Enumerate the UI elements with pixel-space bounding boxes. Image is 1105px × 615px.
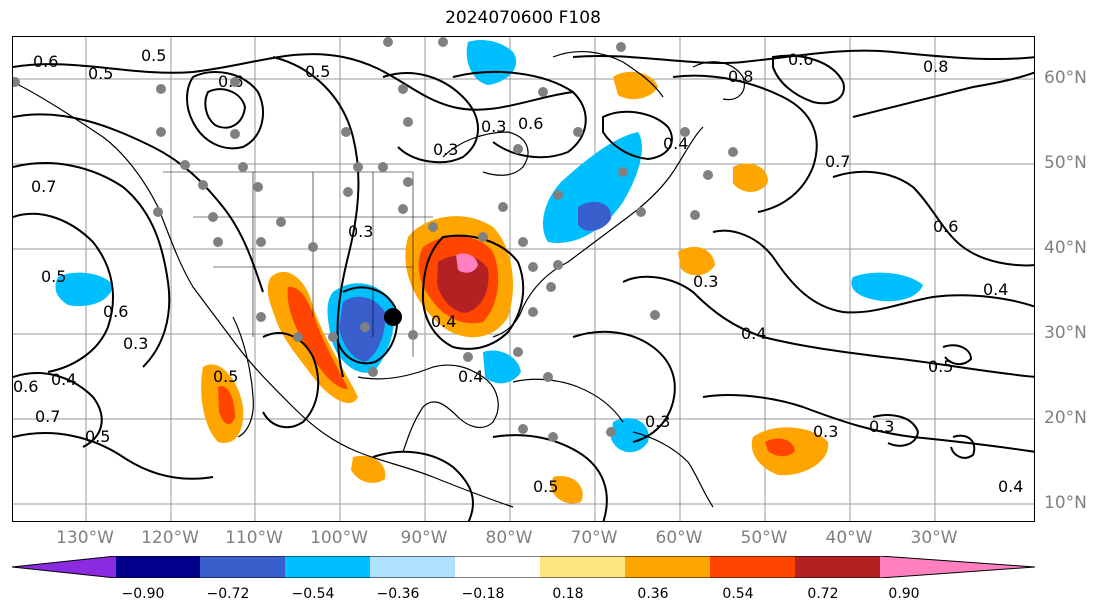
contour-label: 0.5 xyxy=(533,477,558,496)
lon-label: 50°W xyxy=(740,528,788,548)
colorbar-tick: 0.90 xyxy=(888,586,920,602)
colorbar-tick: 0.18 xyxy=(552,586,584,602)
colorbar-segment xyxy=(200,556,285,578)
positive-anomaly-mid-atlantic xyxy=(678,246,715,276)
contour-label: 0.5 xyxy=(41,267,66,286)
contour-label: 0.5 xyxy=(213,367,238,386)
positive-anomaly-newfoundland xyxy=(733,163,768,192)
contour-label: 0.4 xyxy=(663,134,688,153)
shading-layer xyxy=(55,40,923,504)
lat-label: 50°N xyxy=(1044,153,1087,173)
lat-label: 40°N xyxy=(1044,238,1087,258)
positive-anomaly-central-america xyxy=(351,455,386,483)
contour-label-layer: 0.6 0.5 0.5 0.6 0.8 0.6 0.8 0.5 0.7 0.3 … xyxy=(13,46,1023,496)
colorbar-segment xyxy=(710,556,795,578)
colorbar-tick: −0.54 xyxy=(291,586,335,602)
negative-anomaly-caribbean xyxy=(611,418,649,453)
lon-label: 80°W xyxy=(485,528,533,548)
contour-label: 0.3 xyxy=(813,422,838,441)
lon-label: 30°W xyxy=(910,528,958,548)
colorbar-segment xyxy=(116,556,200,578)
map-title: 2024070600 F108 xyxy=(445,8,601,28)
contour-label: 0.3 xyxy=(348,222,373,241)
negative-anomaly-pacific xyxy=(55,272,113,307)
contour-label: 0.3 xyxy=(123,334,148,353)
contour-label: 0.5 xyxy=(88,64,113,83)
contour-label: 0.8 xyxy=(923,57,948,76)
location-marker xyxy=(384,308,402,326)
positive-anomaly-peak xyxy=(456,253,478,273)
contour-label: 0.6 xyxy=(933,217,958,236)
lon-label: 110°W xyxy=(225,528,283,548)
contour-label: 0.8 xyxy=(728,67,753,86)
lon-label: 60°W xyxy=(655,528,703,548)
positive-anomaly-mexico-core xyxy=(287,286,348,389)
contour-label: 0.3 xyxy=(481,117,506,136)
positive-anomaly-south-caribbean xyxy=(551,476,583,504)
colorbar xyxy=(12,556,1035,578)
station-dots xyxy=(13,37,738,442)
colorbar-high-arrow xyxy=(880,556,1035,578)
positive-anomaly-baja-core xyxy=(218,386,235,425)
colorbar-tick: −0.72 xyxy=(206,586,250,602)
lon-label: 100°W xyxy=(310,528,368,548)
colorbar-low-arrow xyxy=(12,556,116,578)
colorbar-tick: 0.36 xyxy=(637,586,669,602)
negative-anomaly-gulf xyxy=(483,350,521,384)
contour-label: 0.5 xyxy=(305,62,330,81)
colorbar-tick: −0.36 xyxy=(376,586,420,602)
map-panel: 0.6 0.5 0.5 0.6 0.8 0.6 0.8 0.5 0.7 0.3 … xyxy=(12,36,1035,522)
contour-label: 0.7 xyxy=(31,177,56,196)
colorbar-segment xyxy=(455,556,540,578)
colorbar-tick: 0.72 xyxy=(807,586,839,602)
colorbar-segment xyxy=(285,556,370,578)
contour-label: 0.6 xyxy=(103,302,128,321)
lat-label: 60°N xyxy=(1044,68,1087,88)
contour-label: 0.3 xyxy=(433,140,458,159)
lat-label: 20°N xyxy=(1044,408,1087,428)
political-borders xyxy=(163,171,433,357)
contour-label: 0.7 xyxy=(825,152,850,171)
negative-anomaly-hudson xyxy=(466,40,517,85)
lat-label: 30°N xyxy=(1044,323,1087,343)
colorbar-segment xyxy=(370,556,455,578)
colorbar-segment xyxy=(625,556,710,578)
positive-anomaly-atlantic-core xyxy=(765,438,795,457)
contour-label: 0.4 xyxy=(431,312,456,331)
lat-label: 10°N xyxy=(1044,493,1087,513)
colorbar-tick: 0.54 xyxy=(722,586,754,602)
contour-label: 0.4 xyxy=(998,477,1023,496)
contour-label: 0.4 xyxy=(51,370,76,389)
contour-label: 0.6 xyxy=(788,50,813,69)
negative-anomaly-northeast xyxy=(542,132,643,243)
lon-label: 40°W xyxy=(825,528,873,548)
contour-label: 0.7 xyxy=(35,407,60,426)
contour-label: 0.5 xyxy=(928,357,953,376)
contour-label: 0.6 xyxy=(13,377,38,396)
lon-label: 120°W xyxy=(141,528,199,548)
contour-label: 0.5 xyxy=(85,427,110,446)
positive-anomaly-max xyxy=(437,255,489,313)
colorbar-segment xyxy=(540,556,625,578)
negative-anomaly-east-atlantic xyxy=(851,272,923,302)
map-canvas: 0.6 0.5 0.5 0.6 0.8 0.6 0.8 0.5 0.7 0.3 … xyxy=(13,37,1034,521)
contour-label: 0.5 xyxy=(141,46,166,65)
colorbar-tick: −0.18 xyxy=(461,586,505,602)
contour-label: 0.3 xyxy=(645,412,670,431)
colorbar-tick: −0.90 xyxy=(121,586,165,602)
contour-label: 0.3 xyxy=(693,272,718,291)
contour-label: 0.4 xyxy=(458,367,483,386)
contour-label: 0.4 xyxy=(741,324,766,343)
negative-anomaly-northeast-core xyxy=(578,201,612,231)
contour-label: 0.4 xyxy=(983,280,1008,299)
lon-label: 70°W xyxy=(570,528,618,548)
lon-label: 90°W xyxy=(400,528,448,548)
contour-label: 0.3 xyxy=(869,417,894,436)
positive-anomaly-labrador xyxy=(613,71,658,100)
lon-label: 130°W xyxy=(56,528,114,548)
contour-label: 0.6 xyxy=(33,52,58,71)
colorbar-segment xyxy=(795,556,880,578)
contour-label: 0.6 xyxy=(518,114,543,133)
